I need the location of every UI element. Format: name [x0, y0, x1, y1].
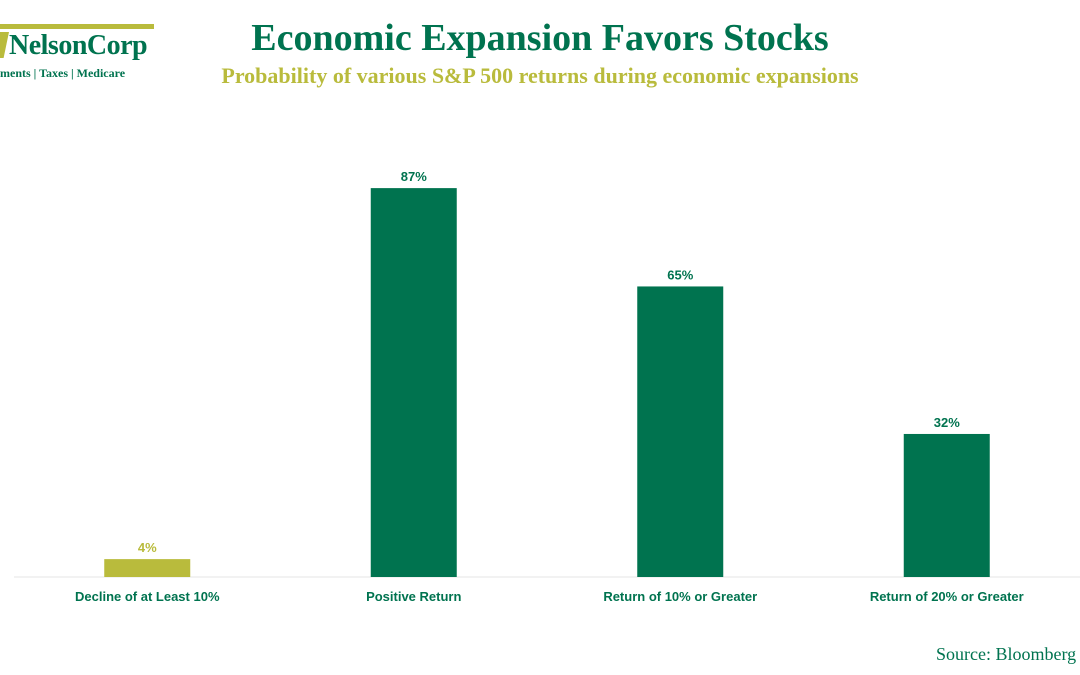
- bar-1: [370, 188, 457, 578]
- logo-accent-bar: [0, 24, 154, 29]
- nelsoncorp-logo: NelsonCorp ments | Taxes | Medicare: [0, 24, 160, 84]
- logo-name: NelsonCorp: [9, 30, 148, 61]
- category-label-2: Return of 10% or Greater: [603, 589, 757, 604]
- chart-title: Economic Expansion Favors Stocks: [251, 17, 829, 59]
- bar-3: [903, 433, 990, 577]
- category-label-0: Decline of at Least 10%: [75, 589, 220, 604]
- data-label-3: 32%: [934, 415, 960, 430]
- bar-2: [637, 286, 724, 577]
- source-note: Source: Bloomberg: [936, 644, 1077, 664]
- category-label-3: Return of 20% or Greater: [870, 589, 1024, 604]
- chart-subtitle-text: Probability of various S&P 500 returns d…: [221, 63, 859, 88]
- category-label-1: Positive Return: [366, 589, 461, 604]
- logo-tagline: ments | Taxes | Medicare: [0, 66, 126, 80]
- chart-subtitle: Probability of various S&P 500 returns d…: [0, 63, 1080, 89]
- bar-0: [104, 559, 191, 577]
- data-label-2: 65%: [667, 267, 693, 282]
- logo-mark-icon: [0, 32, 9, 58]
- data-label-0: 4%: [138, 540, 157, 555]
- data-label-1: 87%: [401, 169, 427, 184]
